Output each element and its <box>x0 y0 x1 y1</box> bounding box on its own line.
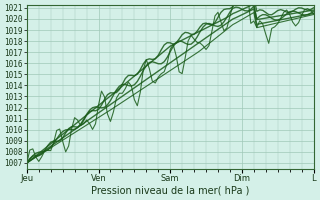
X-axis label: Pression niveau de la mer( hPa ): Pression niveau de la mer( hPa ) <box>91 186 249 196</box>
